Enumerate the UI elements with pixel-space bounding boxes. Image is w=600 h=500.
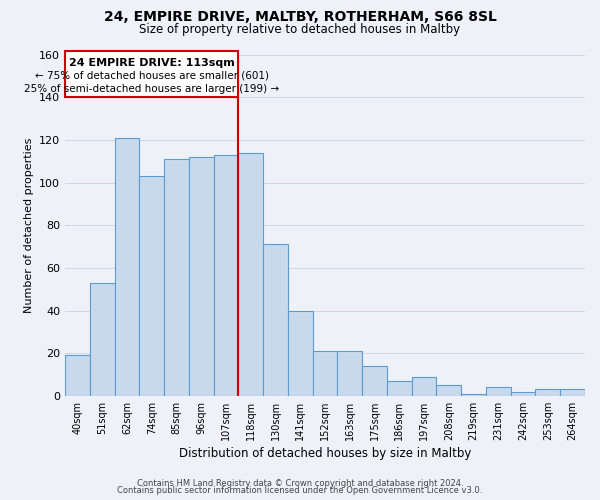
- Bar: [263, 244, 288, 396]
- Text: Contains public sector information licensed under the Open Government Licence v3: Contains public sector information licen…: [118, 486, 482, 495]
- Y-axis label: Number of detached properties: Number of detached properties: [23, 138, 34, 313]
- Bar: [461, 394, 486, 396]
- Bar: [65, 50, 238, 98]
- Bar: [189, 157, 214, 396]
- Bar: [65, 356, 90, 396]
- Bar: [387, 381, 412, 396]
- Bar: [238, 153, 263, 396]
- Bar: [214, 155, 238, 396]
- Bar: [164, 159, 189, 396]
- Bar: [436, 385, 461, 396]
- Bar: [362, 366, 387, 396]
- Bar: [313, 351, 337, 396]
- Bar: [511, 392, 535, 396]
- Text: 24, EMPIRE DRIVE, MALTBY, ROTHERHAM, S66 8SL: 24, EMPIRE DRIVE, MALTBY, ROTHERHAM, S66…: [104, 10, 496, 24]
- Bar: [139, 176, 164, 396]
- Bar: [337, 351, 362, 396]
- Bar: [90, 283, 115, 396]
- Text: Contains HM Land Registry data © Crown copyright and database right 2024.: Contains HM Land Registry data © Crown c…: [137, 478, 463, 488]
- Bar: [115, 138, 139, 396]
- Text: ← 75% of detached houses are smaller (601): ← 75% of detached houses are smaller (60…: [35, 71, 269, 81]
- Text: Size of property relative to detached houses in Maltby: Size of property relative to detached ho…: [139, 22, 461, 36]
- X-axis label: Distribution of detached houses by size in Maltby: Distribution of detached houses by size …: [179, 447, 471, 460]
- Bar: [412, 376, 436, 396]
- Text: 24 EMPIRE DRIVE: 113sqm: 24 EMPIRE DRIVE: 113sqm: [69, 58, 235, 68]
- Text: 25% of semi-detached houses are larger (199) →: 25% of semi-detached houses are larger (…: [24, 84, 279, 94]
- Bar: [535, 390, 560, 396]
- Bar: [288, 310, 313, 396]
- Bar: [560, 390, 585, 396]
- Bar: [486, 388, 511, 396]
